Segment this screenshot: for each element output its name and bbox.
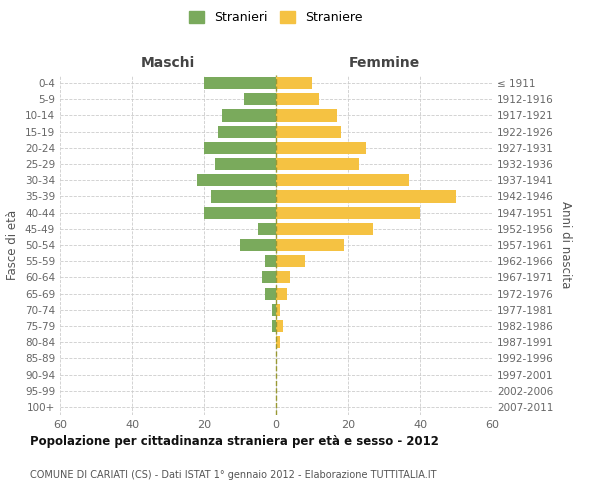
Bar [276,304,280,316]
Bar [211,190,276,202]
Bar [204,77,276,89]
Bar [265,288,276,300]
Bar [265,255,276,268]
Bar [215,158,276,170]
Bar [204,142,276,154]
Bar [276,239,344,251]
Bar [276,158,359,170]
Bar [276,320,283,332]
Bar [272,320,276,332]
Text: COMUNE DI CARIATI (CS) - Dati ISTAT 1° gennaio 2012 - Elaborazione TUTTITALIA.IT: COMUNE DI CARIATI (CS) - Dati ISTAT 1° g… [30,470,437,480]
Y-axis label: Anni di nascita: Anni di nascita [559,202,572,288]
Bar [276,255,305,268]
Bar [276,142,366,154]
Bar [240,239,276,251]
Y-axis label: Fasce di età: Fasce di età [7,210,19,280]
Bar [276,126,341,138]
Bar [262,272,276,283]
Bar [222,110,276,122]
Bar [276,174,409,186]
Bar [276,190,456,202]
Bar [272,304,276,316]
Bar [276,336,280,348]
Bar [258,222,276,235]
Bar [276,288,287,300]
Bar [276,110,337,122]
Bar [276,206,420,218]
Text: Popolazione per cittadinanza straniera per età e sesso - 2012: Popolazione per cittadinanza straniera p… [30,435,439,448]
Bar [204,206,276,218]
Text: Maschi: Maschi [141,56,195,70]
Bar [276,272,290,283]
Text: Femmine: Femmine [349,56,419,70]
Bar [276,77,312,89]
Bar [218,126,276,138]
Bar [276,93,319,106]
Bar [276,222,373,235]
Legend: Stranieri, Straniere: Stranieri, Straniere [189,11,363,24]
Bar [197,174,276,186]
Bar [244,93,276,106]
